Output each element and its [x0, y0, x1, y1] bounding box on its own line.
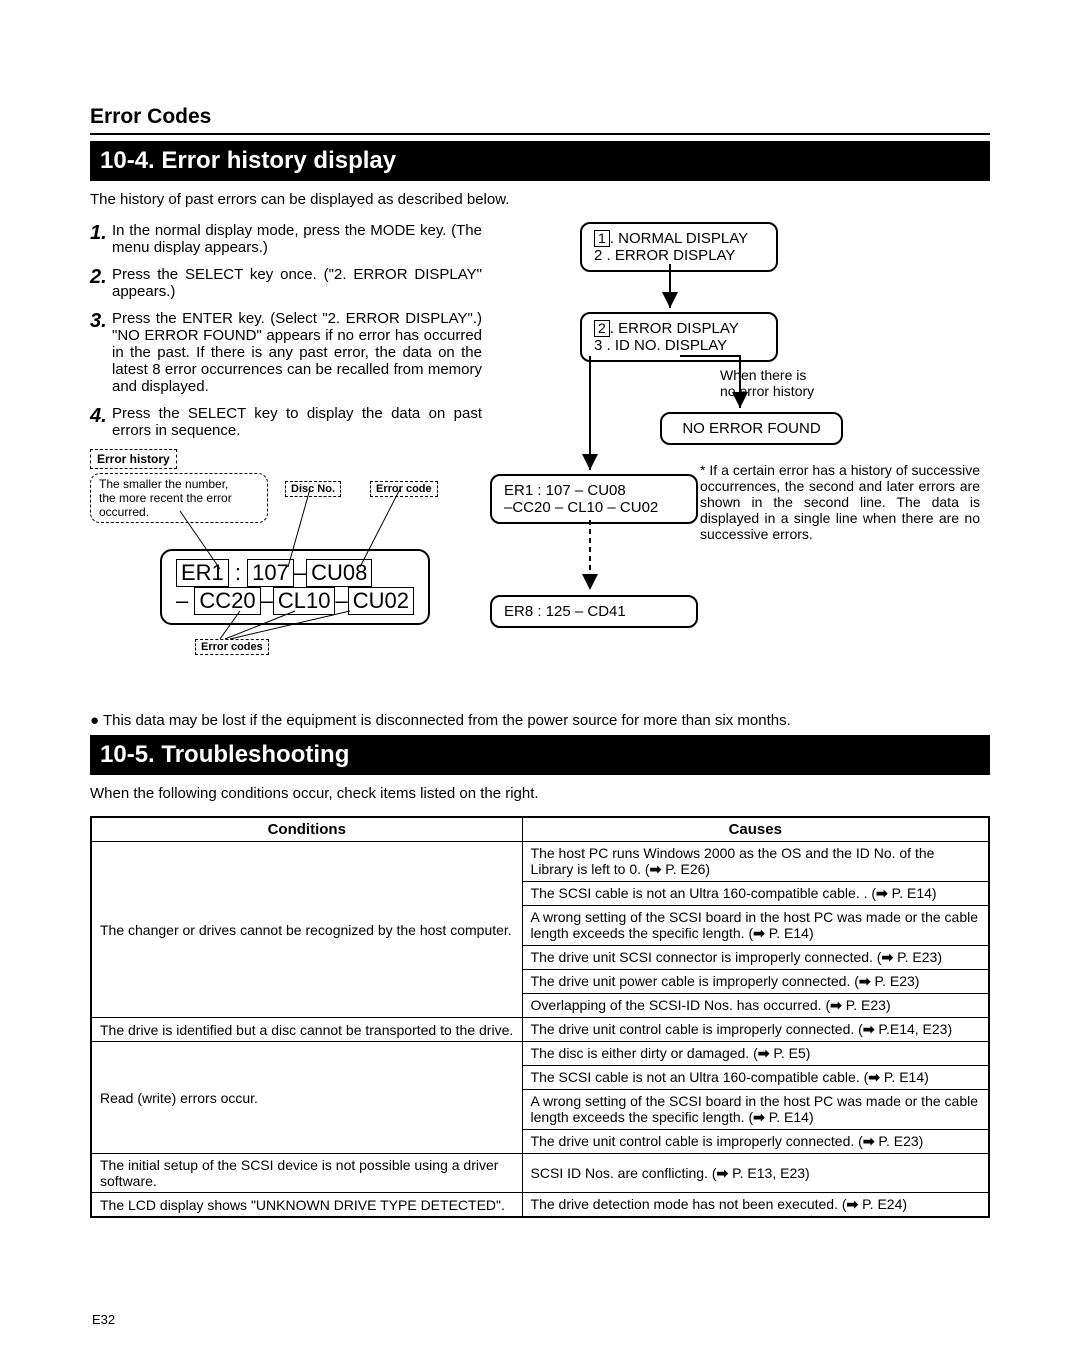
intro-104: The history of past errors can be displa…: [90, 191, 990, 208]
table-row: The initial setup of the SCSI device is …: [91, 1154, 989, 1193]
cause-3-3: A wrong setting of the SCSI board in the…: [522, 1090, 989, 1130]
data-lost-note: ● This data may be lost if the equipment…: [90, 712, 990, 729]
error-history-title: Error history: [90, 449, 177, 469]
page-number: E32: [92, 1312, 115, 1327]
disc-no-label: Disc No.: [285, 481, 341, 497]
step-2: 2.Press the SELECT key once. ("2. ERROR …: [90, 266, 490, 300]
error-history-detail: Error history The smaller the number, th…: [90, 449, 490, 659]
cause-1-3: A wrong setting of the SCSI board in the…: [522, 906, 989, 946]
error-history-lcd: ER1 : 107–CU08 – CC20–CL10–CU02: [160, 549, 430, 625]
cause-1-1: The host PC runs Windows 2000 as the OS …: [522, 842, 989, 882]
cause-4-1: SCSI ID Nos. are conflicting. (➡ P. E13,…: [522, 1154, 989, 1193]
cause-5-1: The drive detection mode has not been ex…: [522, 1193, 989, 1218]
table-row: Read (write) errors occur. The disc is e…: [91, 1042, 989, 1066]
th-conditions: Conditions: [91, 817, 522, 842]
table-row: The drive is identified but a disc canno…: [91, 1018, 989, 1042]
section-10-5-title: 10-5. Troubleshooting: [90, 735, 990, 775]
step-4: 4.Press the SELECT key to display the da…: [90, 405, 490, 439]
step-body: Press the SELECT key once. ("2. ERROR DI…: [112, 266, 482, 300]
two-column-layout: 1.In the normal display mode, press the …: [90, 222, 990, 702]
cause-3-2: The SCSI cable is not an Ultra 160-compa…: [522, 1066, 989, 1090]
step-num: 4.: [90, 405, 112, 428]
flow-column: 1. NORMAL DISPLAY 2 . ERROR DISPLAY 2. E…: [490, 222, 990, 702]
cond-5: The LCD display shows "UNKNOWN DRIVE TYP…: [91, 1193, 522, 1218]
breadcrumb: Error Codes: [90, 105, 990, 135]
CU08: CU08: [306, 559, 372, 587]
CL10: CL10: [273, 587, 336, 615]
table-row: The LCD display shows "UNKNOWN DRIVE TYP…: [91, 1193, 989, 1218]
steps-list: 1.In the normal display mode, press the …: [90, 222, 490, 439]
flow-arrows-svg: [490, 222, 990, 702]
cause-3-4: The drive unit control cable is improper…: [522, 1130, 989, 1154]
step-num: 2.: [90, 266, 112, 289]
error-codes-label: Error codes: [195, 639, 269, 655]
107: 107: [247, 559, 294, 587]
note-l3: occurred.: [99, 505, 259, 519]
note-l1: The smaller the number,: [99, 477, 259, 491]
cond-2: The drive is identified but a disc canno…: [91, 1018, 522, 1042]
error-code-label: Error code: [370, 481, 438, 497]
page: Error Codes 10-4. Error history display …: [0, 0, 1080, 1367]
step-body: Press the SELECT key to display the data…: [112, 405, 482, 439]
table-header: Conditions Causes: [91, 817, 989, 842]
intro-105: When the following conditions occur, che…: [90, 785, 990, 802]
cond-4: The initial setup of the SCSI device is …: [91, 1154, 522, 1193]
step-body: Press the ENTER key. (Select "2. ERROR D…: [112, 310, 482, 395]
cause-1-2: The SCSI cable is not an Ultra 160-compa…: [522, 882, 989, 906]
table-row: The changer or drives cannot be recogniz…: [91, 842, 989, 882]
step-body: In the normal display mode, press the MO…: [112, 222, 482, 256]
steps-column: 1.In the normal display mode, press the …: [90, 222, 490, 702]
cause-1-4: The drive unit SCSI connector is imprope…: [522, 946, 989, 970]
cause-1-5: The drive unit power cable is improperly…: [522, 970, 989, 994]
note-l2: the more recent the error: [99, 491, 259, 505]
th-causes: Causes: [522, 817, 989, 842]
CC20: CC20: [194, 587, 260, 615]
step-1: 1.In the normal display mode, press the …: [90, 222, 490, 256]
cond-3: Read (write) errors occur.: [91, 1042, 522, 1154]
cause-2-1: The drive unit control cable is improper…: [522, 1018, 989, 1042]
cause-1-6: Overlapping of the SCSI-ID Nos. has occu…: [522, 994, 989, 1018]
troubleshooting-table: Conditions Causes The changer or drives …: [90, 816, 990, 1218]
section-10-4-title: 10-4. Error history display: [90, 141, 990, 181]
step-num: 3.: [90, 310, 112, 333]
CU02: CU02: [348, 587, 414, 615]
cause-3-1: The disc is either dirty or damaged. (➡ …: [522, 1042, 989, 1066]
step-3: 3.Press the ENTER key. (Select "2. ERROR…: [90, 310, 490, 395]
cond-1: The changer or drives cannot be recogniz…: [91, 842, 522, 1018]
ER1: ER1: [176, 559, 229, 587]
step-num: 1.: [90, 222, 112, 245]
